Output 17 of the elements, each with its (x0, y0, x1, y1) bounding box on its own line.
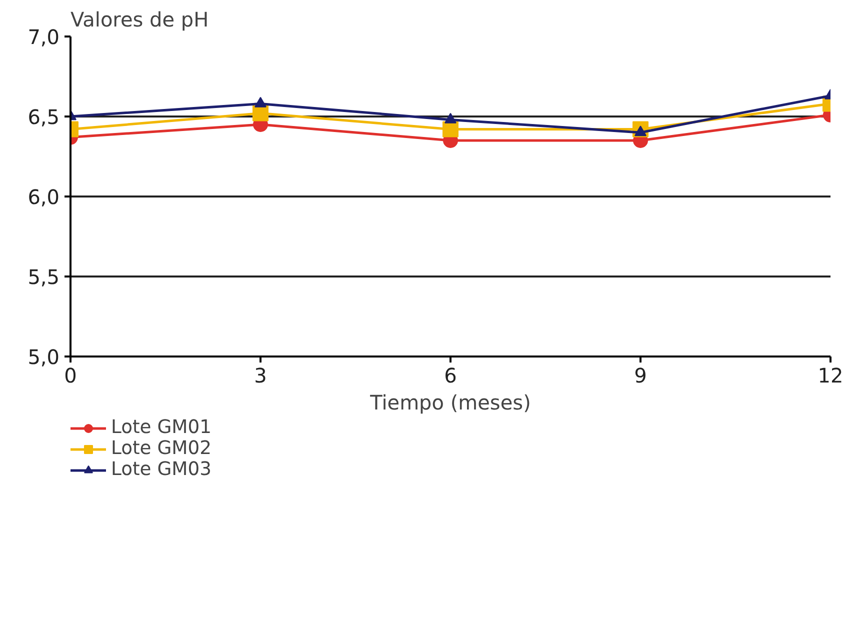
legend-label: Lote GM03 (111, 459, 212, 480)
y-tick-label: 6,5 (28, 105, 60, 129)
y-axis-title: Valores de pH (70, 8, 209, 32)
x-tick-label: 12 (818, 364, 844, 388)
y-tick-label: 5,5 (28, 265, 60, 289)
legend-label: Lote GM01 (111, 417, 212, 438)
y-tick-label: 7,0 (28, 25, 60, 49)
point (444, 112, 456, 124)
x-tick-label: 3 (254, 364, 267, 388)
legend-label: Lote GM02 (111, 438, 212, 459)
y-tick-label: 5,0 (28, 345, 60, 369)
point (442, 121, 458, 138)
x-tick-label: 6 (444, 364, 457, 388)
y-tick-label: 6,0 (28, 185, 60, 209)
x-tick-label: 0 (64, 364, 77, 388)
x-tick-label: 9 (634, 364, 647, 388)
x-axis-title: Tiempo (meses) (369, 390, 531, 414)
